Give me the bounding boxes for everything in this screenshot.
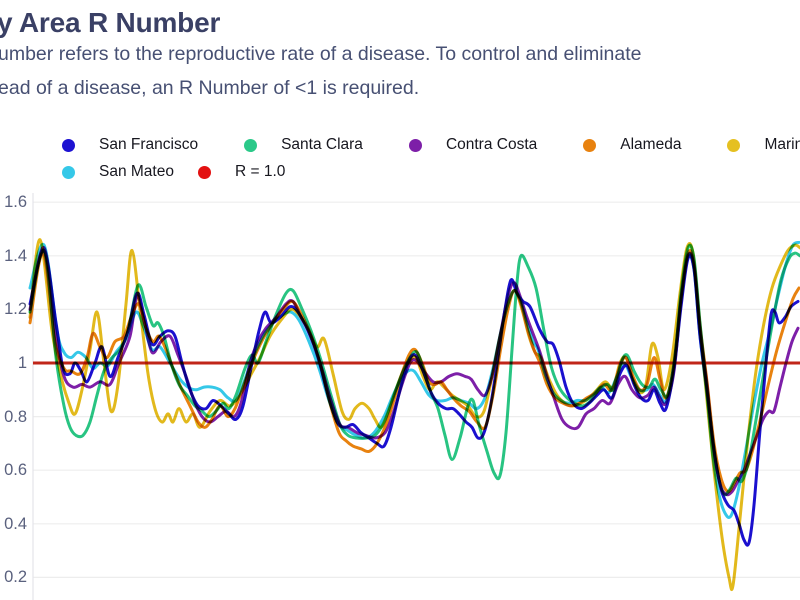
legend-swatch-san-mateo: [62, 165, 75, 179]
y-axis-tick-0.8: 0.8: [4, 407, 27, 426]
legend-label: R = 1.0: [234, 163, 286, 180]
y-axis-tick-1: 1: [17, 354, 27, 372]
y-axis-tick-0.4: 0.4: [4, 514, 27, 533]
y-axis-tick-0.2: 0.2: [4, 568, 27, 587]
legend-item-san-mateo[interactable]: San Mateo: [62, 163, 174, 181]
y-axis-tick-1.4: 1.4: [4, 246, 27, 265]
legend-item-alameda[interactable]: Alameda: [583, 136, 681, 154]
legend-item-marin[interactable]: Marin: [727, 136, 800, 154]
page-title: y Area R Number: [0, 7, 221, 38]
series-line-santa-clara: [28, 243, 800, 497]
legend-label: San Francisco: [99, 136, 199, 153]
legend-label: Contra Costa: [445, 136, 538, 153]
legend-label: Santa Clara: [281, 136, 363, 153]
y-axis-tick-1.6: 1.6: [4, 193, 27, 212]
legend-swatch-contra-costa: [408, 138, 422, 152]
description-line-2: ead of a disease, an R Number of <1 is r…: [0, 77, 420, 99]
legend-label: Marin: [764, 136, 800, 153]
legend-swatch-san-francisco: [62, 138, 75, 152]
legend-swatch-alameda: [583, 138, 597, 152]
legend-row-2: San Mateo R = 1.0: [62, 163, 285, 181]
description-line-1: umber refers to the reproductive rate of…: [0, 43, 642, 65]
legend-label: San Mateo: [99, 163, 174, 180]
legend-swatch-santa-clara: [244, 138, 258, 152]
legend-item-santa-clara[interactable]: Santa Clara: [244, 136, 363, 154]
y-axis-tick-0.6: 0.6: [4, 461, 27, 480]
legend-item-r-1-0[interactable]: R = 1.0: [197, 163, 286, 181]
series-line-san-francisco: [28, 248, 800, 547]
y-axis-tick-1.2: 1.2: [4, 300, 27, 319]
legend-swatch-r-1-0: [197, 165, 211, 179]
legend-label: Alameda: [620, 136, 682, 153]
legend-item-contra-costa[interactable]: Contra Costa: [408, 136, 538, 154]
legend-row-1: San Francisco Santa Clara Contra Costa Alam…: [62, 136, 800, 154]
series-line-marin: [28, 238, 800, 591]
legend-item-san-francisco[interactable]: San Francisco: [62, 136, 198, 154]
legend-swatch-marin: [727, 138, 741, 152]
